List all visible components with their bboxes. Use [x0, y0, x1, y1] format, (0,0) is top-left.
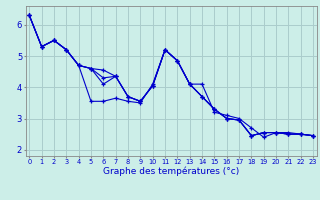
X-axis label: Graphe des températures (°c): Graphe des températures (°c)	[103, 167, 239, 176]
